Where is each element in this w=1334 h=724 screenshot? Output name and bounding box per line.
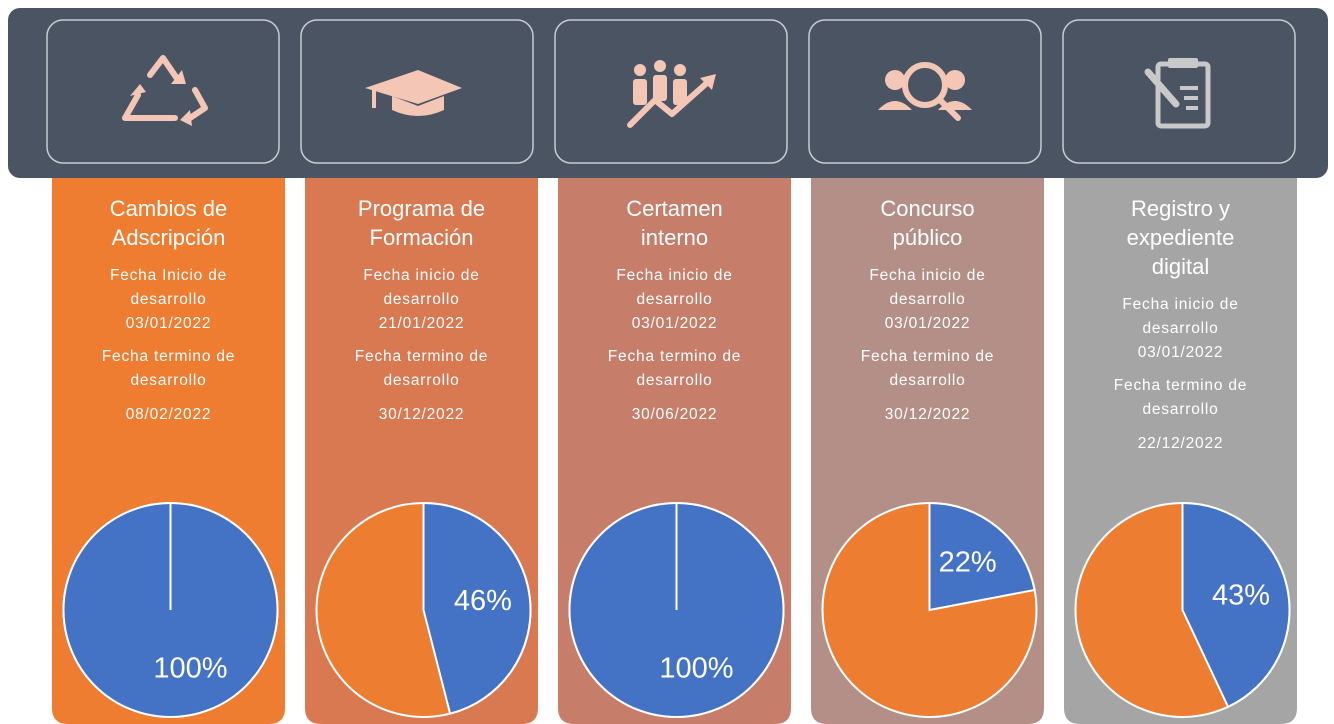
card: Certamen interno Fecha inicio de desarrollo… bbox=[558, 178, 791, 724]
recycle-icon bbox=[122, 55, 208, 126]
icon-box bbox=[554, 19, 788, 164]
card-title: Certamen bbox=[626, 196, 723, 221]
card: Programa de Formación Fecha inicio de desar… bbox=[305, 178, 538, 724]
end-date-label: desarrollo bbox=[636, 372, 712, 389]
start-date-text: Fecha Inicio de bbox=[110, 267, 227, 284]
end-date: 30/12/2022 bbox=[885, 406, 971, 423]
pie-label: 100% bbox=[659, 653, 733, 685]
card-title: Concurso bbox=[880, 196, 974, 221]
pie-slice bbox=[1181, 501, 1291, 709]
start-date-text: Fecha inicio de bbox=[1122, 296, 1238, 313]
search-people-icon bbox=[878, 62, 972, 121]
start-date-text: desarrollo bbox=[889, 291, 965, 308]
end-date: 08/02/2022 bbox=[126, 406, 212, 423]
end-date-label: desarrollo bbox=[130, 372, 206, 389]
end-date: 22/12/2022 bbox=[1138, 435, 1224, 452]
pie-slice bbox=[928, 501, 1036, 612]
card-title: Programa de bbox=[358, 196, 485, 221]
card: Cambios de Adscripción Fecha Inicio de desa… bbox=[52, 178, 285, 724]
pie-slice bbox=[422, 501, 532, 715]
header-bar bbox=[8, 8, 1328, 178]
end-date-label: Fecha termino de bbox=[861, 348, 994, 365]
start-date-text: Fecha inicio de bbox=[616, 267, 732, 284]
start-date-text: 03/01/2022 bbox=[885, 315, 971, 332]
start-date-text: 03/01/2022 bbox=[632, 315, 718, 332]
end-date: 30/06/2022 bbox=[632, 406, 718, 423]
start-date-text: 21/01/2022 bbox=[379, 315, 465, 332]
graduation-icon bbox=[365, 70, 462, 116]
end-date-label: desarrollo bbox=[1142, 401, 1218, 418]
pie-label: 43% bbox=[1212, 580, 1270, 612]
pie-label: 22% bbox=[939, 546, 997, 578]
start-date-text: Fecha inicio de bbox=[869, 267, 985, 284]
card-title: Registro y bbox=[1131, 196, 1230, 221]
card-title: público bbox=[893, 225, 963, 250]
icon-box bbox=[808, 19, 1042, 164]
growth-icon bbox=[627, 60, 716, 128]
card-title: expediente bbox=[1127, 225, 1235, 250]
end-date-label: Fecha termino de bbox=[102, 348, 235, 365]
icon-box bbox=[1062, 19, 1296, 164]
clipboard-icon bbox=[1144, 58, 1211, 129]
icon-row bbox=[46, 19, 1296, 164]
card-title: Cambios de bbox=[110, 196, 227, 221]
card-title: Formación bbox=[370, 225, 474, 250]
start-date-text: desarrollo bbox=[1142, 320, 1218, 337]
end-date-label: desarrollo bbox=[889, 372, 965, 389]
card-title: digital bbox=[1152, 254, 1209, 279]
start-date-text: 03/01/2022 bbox=[126, 315, 212, 332]
pie-label: 100% bbox=[153, 653, 227, 685]
icon-box bbox=[300, 19, 534, 164]
pie-label: 46% bbox=[454, 585, 512, 617]
start-date-text: desarrollo bbox=[130, 291, 206, 308]
start-date-text: desarrollo bbox=[383, 291, 459, 308]
end-date-label: desarrollo bbox=[383, 372, 459, 389]
card-title: Adscripción bbox=[112, 225, 226, 250]
card-title: interno bbox=[641, 225, 708, 250]
end-date-label: Fecha termino de bbox=[608, 348, 741, 365]
start-date-text: Fecha inicio de bbox=[363, 267, 479, 284]
start-date-text: desarrollo bbox=[636, 291, 712, 308]
end-date-label: Fecha termino de bbox=[1114, 377, 1247, 394]
card: Concurso público Fecha inicio de desarrollo… bbox=[811, 178, 1044, 724]
end-date-label: Fecha termino de bbox=[355, 348, 488, 365]
end-date: 30/12/2022 bbox=[379, 406, 465, 423]
icon-box bbox=[46, 19, 280, 164]
card: Registro y expediente digital Fecha inicio … bbox=[1064, 178, 1297, 724]
start-date-text: 03/01/2022 bbox=[1138, 344, 1224, 361]
